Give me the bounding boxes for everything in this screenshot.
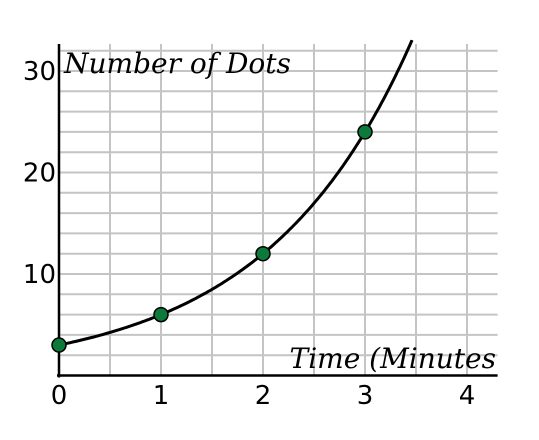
data-points xyxy=(51,124,373,353)
data-point xyxy=(51,337,67,353)
data-point xyxy=(255,245,271,262)
x-tick-label: 2 xyxy=(255,381,272,411)
axes xyxy=(57,44,498,378)
data-point xyxy=(357,124,373,140)
y-tick-label: 20 xyxy=(23,159,56,189)
y-tick-label: 10 xyxy=(23,260,56,290)
grid xyxy=(59,44,498,376)
x-tick-label: 3 xyxy=(357,381,374,411)
y-tick-label: 30 xyxy=(23,57,56,87)
x-tick-label: 1 xyxy=(153,381,170,411)
tick-labels: 0 1 2 3 4 10 20 30 xyxy=(23,57,475,411)
x-axis-label: Time (Minutes xyxy=(290,342,496,375)
growth-curve xyxy=(58,39,414,347)
y-axis-label: Number of Dots xyxy=(63,47,291,80)
x-tick-label: 4 xyxy=(459,381,476,411)
data-point xyxy=(153,306,169,323)
x-tick-label: 0 xyxy=(51,381,68,411)
